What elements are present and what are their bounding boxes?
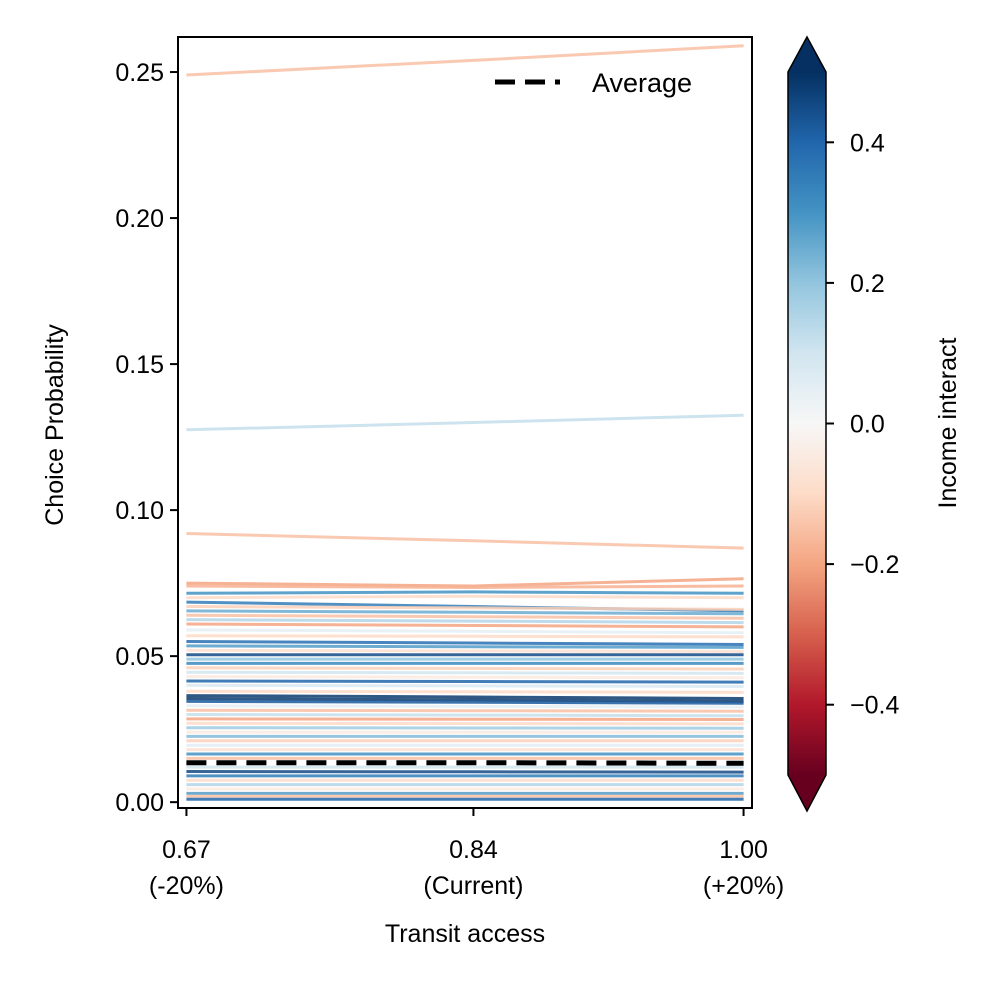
x-tick-sublabel: (Current) xyxy=(423,872,523,900)
series-line-s45 xyxy=(186,770,744,774)
series-line-s17 xyxy=(186,644,744,649)
colorbar-outline xyxy=(787,35,827,813)
series-line-s24 xyxy=(186,675,744,680)
series-line-s34 xyxy=(186,717,744,721)
plot-frame xyxy=(177,36,753,809)
series-line-s18 xyxy=(186,648,744,653)
series-line-s4 xyxy=(186,577,744,588)
x-tick-label: 0.67 xyxy=(162,836,211,864)
legend-average-label: Average xyxy=(592,68,692,98)
colorbar-tick-label: −0.4 xyxy=(850,692,899,720)
series-line-s13 xyxy=(186,622,744,629)
series-line-s31 xyxy=(186,704,744,709)
series-line-s25 xyxy=(186,679,744,684)
y-axis-label: Choice Probability xyxy=(41,324,69,526)
y-tick-label: 0.00 xyxy=(115,789,164,817)
series-line-s16 xyxy=(186,640,744,646)
series-line-s30 xyxy=(186,699,744,705)
series-line-s3 xyxy=(186,532,744,550)
series-line-s29 xyxy=(186,697,744,703)
y-tick-label: 0.05 xyxy=(115,643,164,671)
x-axis-ticks: 0.67 (-20%) 0.84 (Current) 1.00 (+20%) xyxy=(149,808,784,900)
series-line-s26 xyxy=(186,683,744,688)
series-line-s6 xyxy=(186,590,744,595)
y-tick-label: 0.15 xyxy=(115,351,164,379)
x-axis-label: Transit access xyxy=(385,920,545,948)
series-line-s22 xyxy=(186,666,744,671)
x-tick-sublabel: (+20%) xyxy=(703,872,784,900)
x-tick-sublabel: (-20%) xyxy=(149,872,224,900)
series-line-s27 xyxy=(186,689,744,694)
x-tick-label: 0.84 xyxy=(449,836,498,864)
series-line-s10 xyxy=(186,609,744,616)
colorbar-tick-label: 0.0 xyxy=(850,411,885,439)
series-line-s35 xyxy=(186,721,744,726)
colorbar-tick-label: 0.4 xyxy=(850,129,885,157)
y-tick-label: 0.20 xyxy=(115,205,164,233)
average-line-group xyxy=(186,760,744,766)
legend: Average xyxy=(495,68,692,98)
series-line-s14 xyxy=(186,628,744,635)
x-tick-label: 1.00 xyxy=(719,836,768,864)
series-line-s28 xyxy=(186,694,744,700)
average-line xyxy=(186,760,744,766)
colorbar-extend-max xyxy=(788,37,826,72)
colorbar-body xyxy=(788,72,826,775)
y-axis-ticks: 0.00 0.05 0.10 0.15 0.20 0.25 xyxy=(115,59,178,817)
series-line-s11 xyxy=(186,613,744,620)
y-tick-label: 0.25 xyxy=(115,59,164,87)
colorbar-ticks: 0.4 0.2 0.0 −0.2 −0.4 xyxy=(826,129,899,720)
series-line-s9 xyxy=(186,605,744,611)
series-line-s2 xyxy=(186,413,744,432)
series-line-s15 xyxy=(186,634,744,639)
series-line-s32 xyxy=(186,708,744,713)
colorbar-extend-min xyxy=(788,775,826,811)
colorbar-label: Income interact xyxy=(934,337,962,508)
y-tick-label: 0.10 xyxy=(115,497,164,525)
series-line-s23 xyxy=(186,670,744,675)
series-line-s5 xyxy=(186,584,744,590)
colorbar-tick-label: 0.2 xyxy=(850,270,885,298)
series-line-s1 xyxy=(186,44,744,77)
series-line-s36 xyxy=(186,726,744,730)
colorbar: 0.4 0.2 0.0 −0.2 −0.4 Income interact xyxy=(787,35,962,813)
series-line-s12 xyxy=(186,618,744,625)
series-lines xyxy=(186,44,744,801)
colorbar-tick-label: −0.2 xyxy=(850,551,899,579)
series-line-s7 xyxy=(186,594,744,600)
series-line-s33 xyxy=(186,713,744,718)
